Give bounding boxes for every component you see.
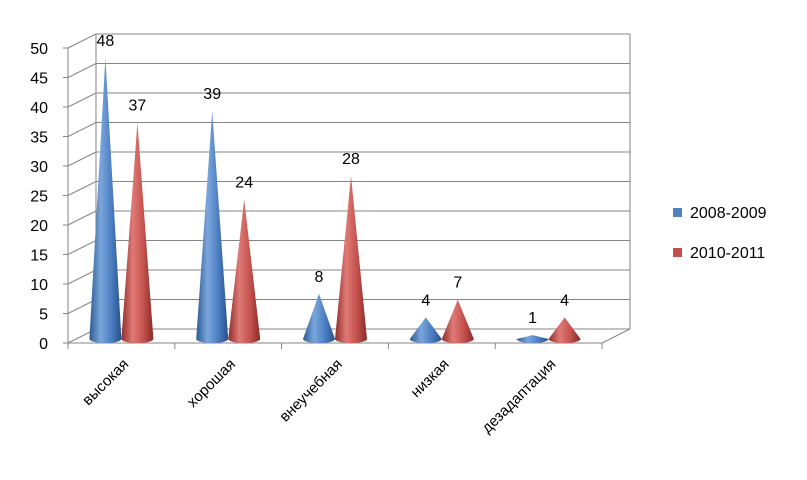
data-label: 37 [129, 98, 147, 115]
gridline-depth [67, 181, 97, 196]
cone-2010-2011-хорошая [228, 199, 261, 343]
gridline-depth [67, 92, 97, 108]
gridline-depth [67, 151, 97, 167]
cone-2010-2011-низкая [441, 299, 474, 343]
data-label: 24 [235, 174, 253, 191]
y-tick-label: 25 [30, 189, 48, 206]
y-tick-label: 40 [30, 100, 48, 117]
cone-shape [548, 317, 581, 343]
gridline-depth [67, 122, 97, 137]
legend-label: 2008-2009 [690, 205, 767, 222]
y-tick-label: 5 [39, 307, 48, 324]
data-label: 4 [560, 292, 569, 309]
cone-shape [335, 175, 367, 343]
data-label: 8 [315, 269, 324, 286]
floor-edge [601, 328, 631, 344]
cone-shape [409, 317, 442, 343]
gridline-depth [67, 269, 97, 285]
cone-shape [303, 293, 335, 343]
cone-shape [121, 122, 154, 343]
category-label: низкая [407, 356, 452, 401]
cone-shape [89, 57, 122, 344]
cone-shape [196, 110, 229, 344]
cone-2008-2009-дезадаптация [516, 335, 549, 343]
cone-2008-2009-высокая [89, 57, 122, 344]
cone-2008-2009-хорошая [196, 110, 229, 344]
y-tick-label: 35 [30, 130, 48, 147]
data-label: 48 [97, 33, 115, 50]
data-label: 39 [203, 86, 221, 103]
y-tick-label: 0 [39, 336, 48, 353]
gridline-depth [67, 33, 97, 49]
legend-label: 2010-2011 [690, 245, 765, 262]
cone-2010-2011-дезадаптация [548, 317, 581, 343]
category-label: хорошая [184, 356, 239, 411]
data-label: 4 [421, 292, 430, 309]
y-tick-label: 50 [30, 41, 48, 58]
y-tick-label: 30 [30, 159, 48, 176]
gridline-depth [67, 240, 97, 255]
cone-2010-2011-внеучебная [335, 175, 367, 343]
y-tick-label: 45 [30, 71, 48, 88]
category-label: высокая [79, 356, 132, 409]
cone-shape [441, 299, 474, 343]
category-label: дезадаптация [479, 356, 560, 437]
y-tick-label: 20 [30, 218, 48, 235]
cone-shape [516, 335, 549, 343]
data-label: 7 [453, 275, 462, 292]
legend-swatch [673, 248, 682, 257]
gridline-depth [67, 299, 97, 314]
cone-2010-2011-высокая [121, 122, 154, 343]
gridline-depth [67, 210, 97, 226]
y-tick-label: 15 [30, 248, 48, 265]
y-tick-label: 10 [30, 277, 48, 294]
data-label: 1 [528, 310, 537, 327]
gridline-depth [67, 63, 97, 78]
data-label: 28 [342, 151, 360, 168]
cone-2008-2009-низкая [409, 317, 442, 343]
category-label: внеучебная [276, 356, 345, 425]
legend-swatch [673, 208, 682, 217]
legend: 2008-2009 2010-2011 [673, 205, 767, 262]
cone-shape [228, 199, 261, 343]
cone-2008-2009-внеучебная [303, 293, 335, 343]
